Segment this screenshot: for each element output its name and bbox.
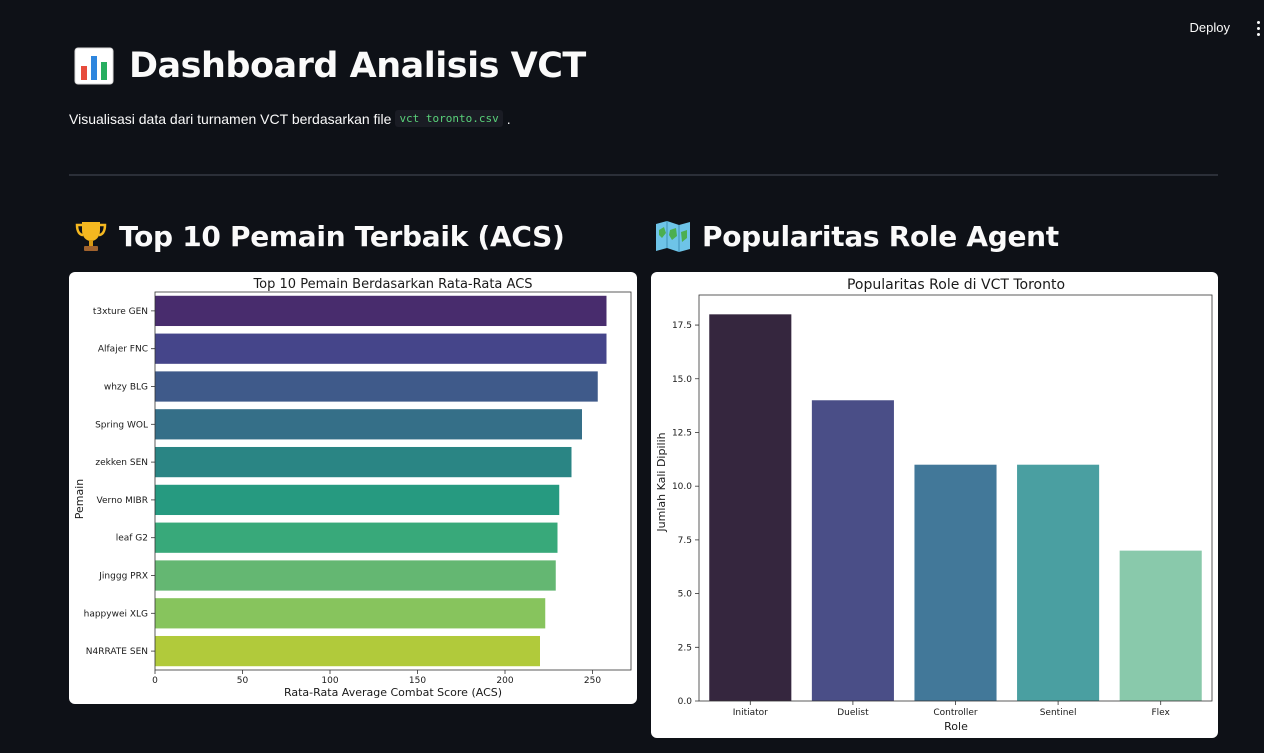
x-axis-label: Rata-Rata Average Combat Score (ACS) xyxy=(284,686,502,699)
bar xyxy=(155,522,558,553)
subtitle-period: . xyxy=(506,110,511,127)
x-tick-label: 0 xyxy=(152,676,158,686)
y-tick-label: Spring WOL xyxy=(95,420,148,430)
bar xyxy=(914,464,997,701)
y-tick-label: N4RRATE SEN xyxy=(86,647,148,657)
x-tick-label: Controller xyxy=(933,708,978,718)
bar xyxy=(709,314,792,701)
players-chart-card: Top 10 Pemain Berdasarkan Rata-Rata ACS … xyxy=(69,272,637,704)
x-tick-label: Sentinel xyxy=(1040,708,1077,718)
y-tick-label: 15.0 xyxy=(672,375,692,385)
y-tick-label: t3xture GEN xyxy=(93,307,148,317)
subtitle-text: Visualisasi data dari turnamen VCT berda… xyxy=(69,110,392,127)
bar xyxy=(155,598,546,629)
roles-chart-card: Popularitas Role di VCT Toronto Role Jum… xyxy=(651,272,1218,738)
top-bar: Deploy xyxy=(0,0,1264,58)
bar xyxy=(155,635,540,667)
x-tick-label: 250 xyxy=(584,676,601,686)
y-tick-label: 5.0 xyxy=(678,590,693,600)
y-axis-label: Pemain xyxy=(73,479,86,520)
x-tick-label: 150 xyxy=(409,676,426,686)
y-tick-label: 7.5 xyxy=(678,536,692,546)
plot-frame xyxy=(698,294,1213,702)
page-subtitle: Visualisasi data dari turnamen VCT berda… xyxy=(69,110,511,127)
world-map-icon xyxy=(656,221,690,252)
y-tick-label: leaf G2 xyxy=(116,534,148,544)
bar xyxy=(155,409,582,440)
page-header: Dashboard Analisis VCT xyxy=(73,46,586,86)
bar xyxy=(811,400,894,701)
page-title: Dashboard Analisis VCT xyxy=(129,46,586,86)
plot-area: Initiator Duelist Controller Sentinel Flex 0.… xyxy=(672,294,1213,718)
x-axis-label: Role xyxy=(944,720,968,733)
filename-code: vct toronto.csv xyxy=(395,110,503,127)
bar xyxy=(155,446,572,478)
chart-title: Top 10 Pemain Berdasarkan Rata-Rata ACS xyxy=(252,277,532,292)
y-tick-label: 0.0 xyxy=(678,697,693,707)
y-tick-label: 10.0 xyxy=(672,482,692,492)
y-tick-label: 12.5 xyxy=(672,428,692,438)
y-tick-label: 17.5 xyxy=(672,321,692,331)
main-menu-icon[interactable] xyxy=(1254,18,1262,38)
y-tick-label: 2.5 xyxy=(678,643,692,653)
x-tick-label: Initiator xyxy=(733,708,768,718)
bar xyxy=(1119,550,1202,701)
right-section-title: Popularitas Role Agent xyxy=(702,219,1059,253)
bar xyxy=(155,295,607,327)
right-section-header: Popularitas Role Agent xyxy=(654,218,1059,254)
y-tick-label: happywei XLG xyxy=(84,609,148,619)
chart-title: Popularitas Role di VCT Toronto xyxy=(847,277,1065,293)
divider xyxy=(69,174,1218,176)
bar xyxy=(155,333,607,364)
trophy-icon xyxy=(75,222,107,251)
y-tick-label: Verno MIBR xyxy=(97,496,148,506)
plot-area: t3xture GEN Alfajer FNC whzy BLG Spring WOL… xyxy=(84,291,632,686)
y-tick-label: whzy BLG xyxy=(104,383,148,393)
x-tick-label: 100 xyxy=(321,676,338,686)
bar-chart-icon xyxy=(74,47,114,85)
players-acs-chart: Top 10 Pemain Berdasarkan Rata-Rata ACS … xyxy=(73,277,632,699)
y-axis-label: Jumlah Kali Dipilih xyxy=(655,432,668,532)
plot-frame xyxy=(154,291,632,671)
y-tick-label: Alfajer FNC xyxy=(98,345,148,355)
y-tick-label: zekken SEN xyxy=(95,458,148,468)
x-tick-label: Flex xyxy=(1152,708,1171,718)
x-tick-label: Duelist xyxy=(837,708,869,718)
bar xyxy=(155,371,598,402)
bar xyxy=(155,484,560,516)
left-section-header: Top 10 Pemain Terbaik (ACS) xyxy=(73,218,565,254)
bar xyxy=(155,560,556,591)
x-tick-label: 50 xyxy=(237,676,249,686)
role-popularity-chart: Popularitas Role di VCT Toronto Role Jum… xyxy=(655,277,1213,733)
y-tick-label: Jinggg PRX xyxy=(98,572,148,582)
deploy-button[interactable]: Deploy xyxy=(1189,20,1230,35)
left-section-title: Top 10 Pemain Terbaik (ACS) xyxy=(119,219,565,253)
bar xyxy=(1017,464,1100,701)
x-tick-label: 200 xyxy=(496,676,513,686)
